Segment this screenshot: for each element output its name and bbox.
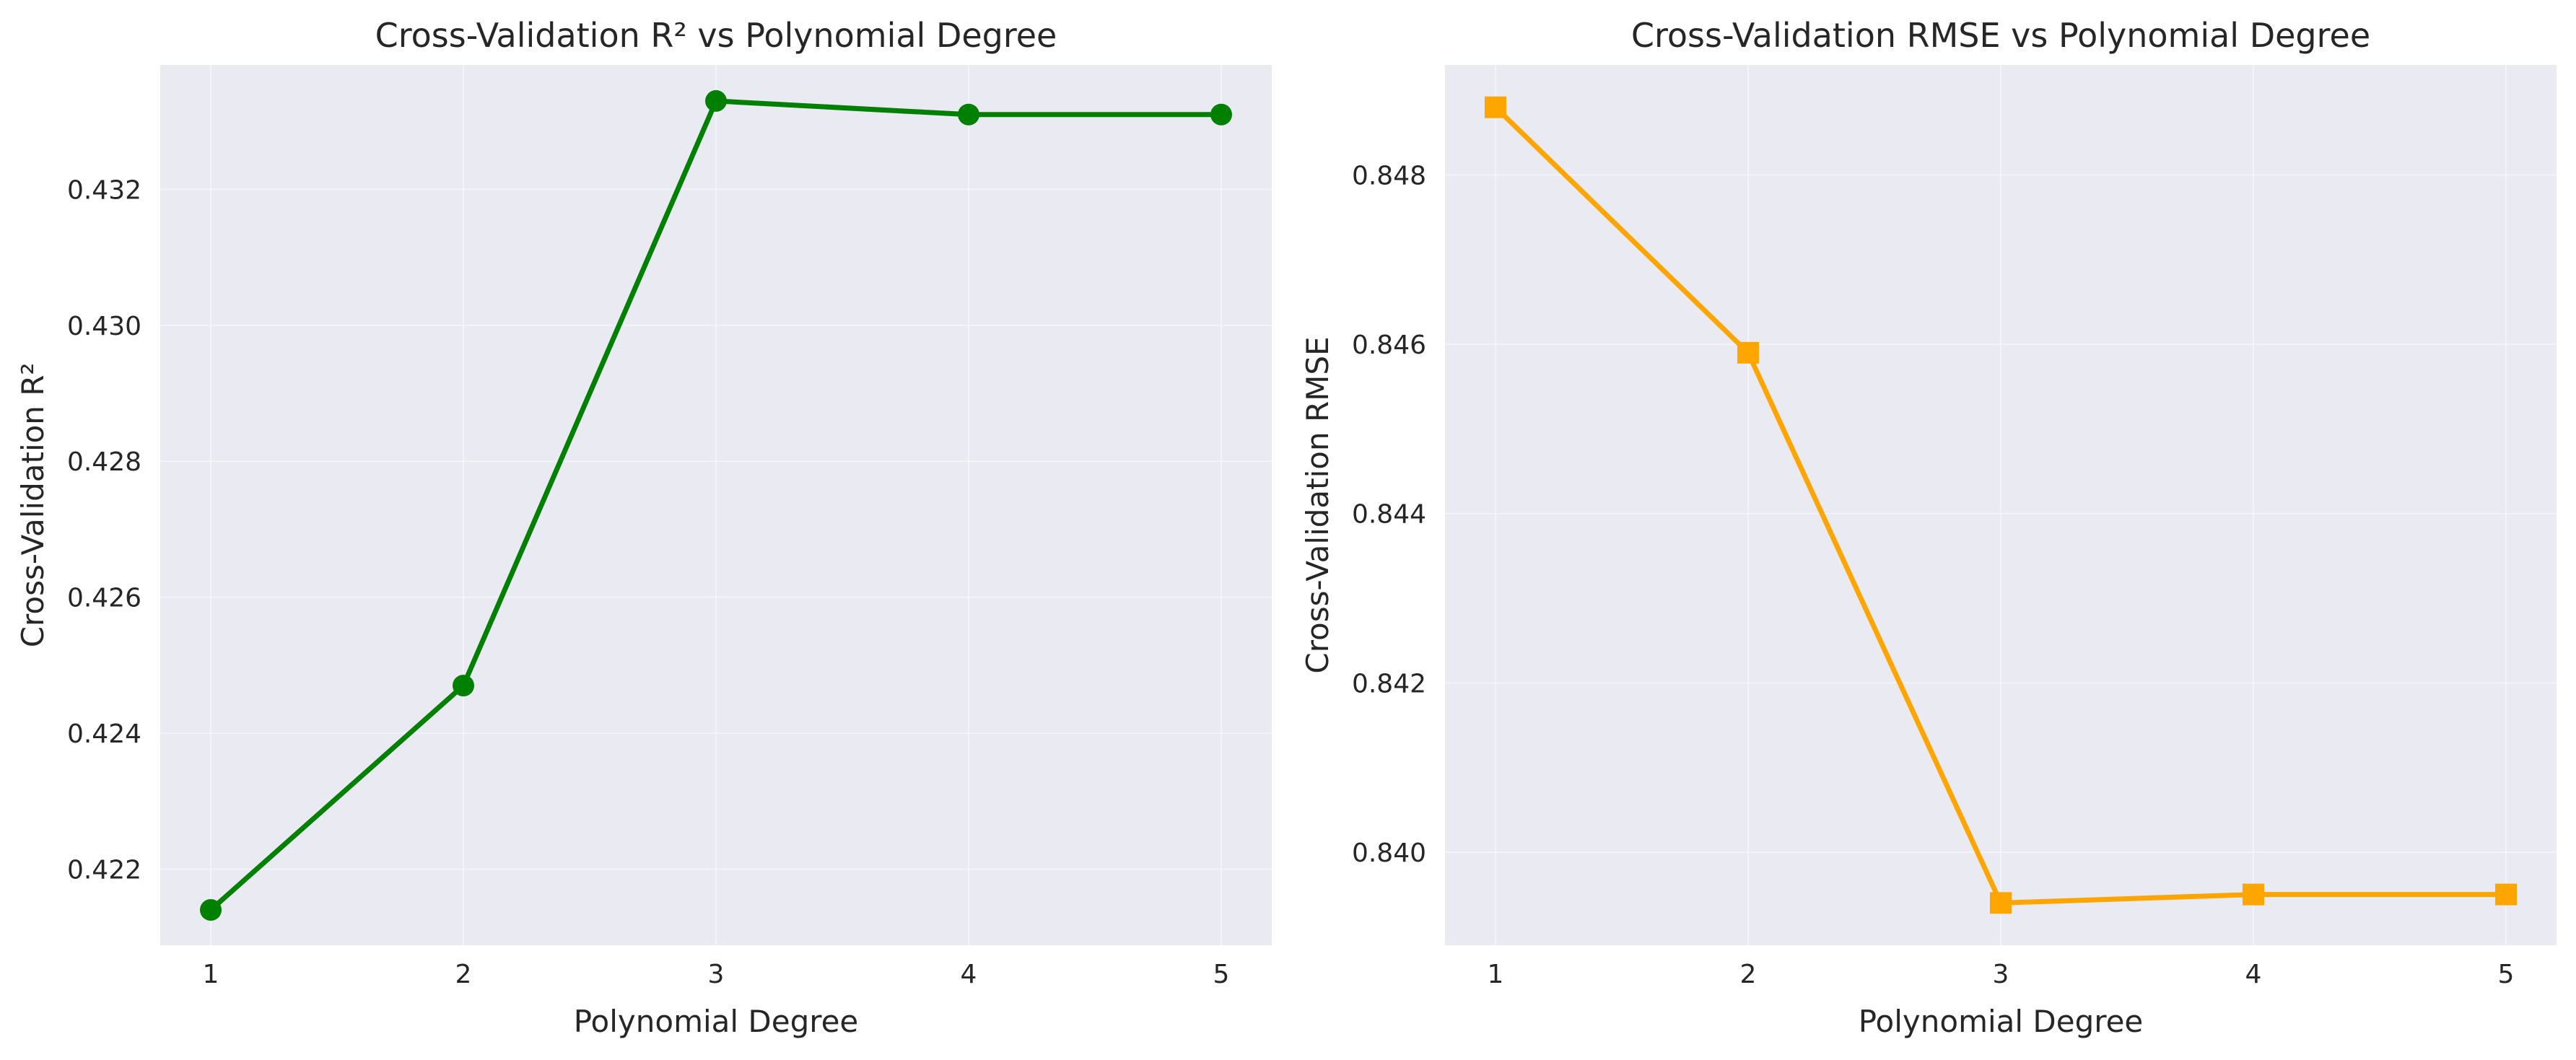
rmse-y-tick-label: 0.846 bbox=[1352, 330, 1426, 360]
r2-y-tick-label: 0.432 bbox=[67, 175, 141, 205]
rmse-chart-title: Cross-Validation RMSE vs Polynomial Degr… bbox=[1631, 16, 2370, 55]
rmse-y-tick-label: 0.842 bbox=[1352, 669, 1426, 698]
r2-data-point bbox=[453, 675, 474, 697]
r2-y-tick-label: 0.430 bbox=[67, 312, 141, 341]
rmse-data-point bbox=[2243, 883, 2264, 906]
rmse-x-tick-label: 2 bbox=[1740, 960, 1757, 989]
rmse-data-point bbox=[1737, 341, 1759, 364]
rmse-y-tick-label: 0.840 bbox=[1352, 838, 1426, 868]
rmse-chart: 1 2 3 4 5 0.840 0.842 0.844 0.846 0.848 Cross-Val… bbox=[1300, 16, 2557, 1039]
rmse-x-axis-label: Polynomial Degree bbox=[1859, 1004, 2144, 1039]
rmse-data-point bbox=[1485, 96, 1506, 118]
rmse-data-point bbox=[1990, 892, 2012, 914]
r2-x-axis-label: Polynomial Degree bbox=[574, 1004, 859, 1039]
r2-ticks: 1 2 3 4 5 0.422 0.424 0.426 0.428 0.430 0.432 bbox=[67, 175, 1230, 989]
r2-x-tick-label: 4 bbox=[961, 960, 977, 989]
r2-data-point bbox=[705, 89, 727, 112]
rmse-y-tick-label: 0.844 bbox=[1352, 500, 1426, 530]
rmse-series bbox=[1485, 96, 2517, 914]
r2-y-tick-label: 0.422 bbox=[67, 855, 141, 885]
r2-y-tick-label: 0.426 bbox=[67, 584, 141, 613]
r2-chart-title: Cross-Validation R² vs Polynomial Degree bbox=[375, 16, 1057, 55]
r2-x-tick-label: 3 bbox=[708, 960, 725, 989]
rmse-y-tick-label: 0.848 bbox=[1352, 162, 1426, 191]
rmse-x-tick-label: 5 bbox=[2498, 960, 2515, 989]
rmse-y-axis-label: Cross-Validation RMSE bbox=[1300, 336, 1335, 673]
r2-data-point bbox=[200, 899, 222, 921]
r2-x-tick-label: 5 bbox=[1213, 960, 1230, 989]
rmse-data-point bbox=[2495, 883, 2517, 906]
r2-chart: 1 2 3 4 5 0.422 0.424 0.426 0.428 0.430 0.432 Cros… bbox=[15, 16, 1272, 1039]
r2-data-point bbox=[958, 103, 979, 126]
rmse-ticks: 1 2 3 4 5 0.840 0.842 0.844 0.846 0.848 bbox=[1352, 162, 2515, 990]
r2-y-tick-label: 0.428 bbox=[67, 447, 141, 477]
r2-grid bbox=[160, 65, 1272, 945]
r2-y-tick-label: 0.424 bbox=[67, 719, 141, 749]
rmse-grid bbox=[1445, 65, 2557, 945]
rmse-x-tick-label: 1 bbox=[1488, 960, 1504, 989]
rmse-x-tick-label: 3 bbox=[1993, 960, 2009, 989]
r2-series bbox=[200, 89, 1232, 921]
r2-x-tick-label: 1 bbox=[203, 960, 219, 989]
rmse-x-tick-label: 4 bbox=[2245, 960, 2262, 989]
r2-data-point bbox=[1210, 103, 1232, 126]
r2-x-tick-label: 2 bbox=[455, 960, 472, 989]
r2-y-axis-label: Cross-Validation R² bbox=[15, 363, 51, 648]
